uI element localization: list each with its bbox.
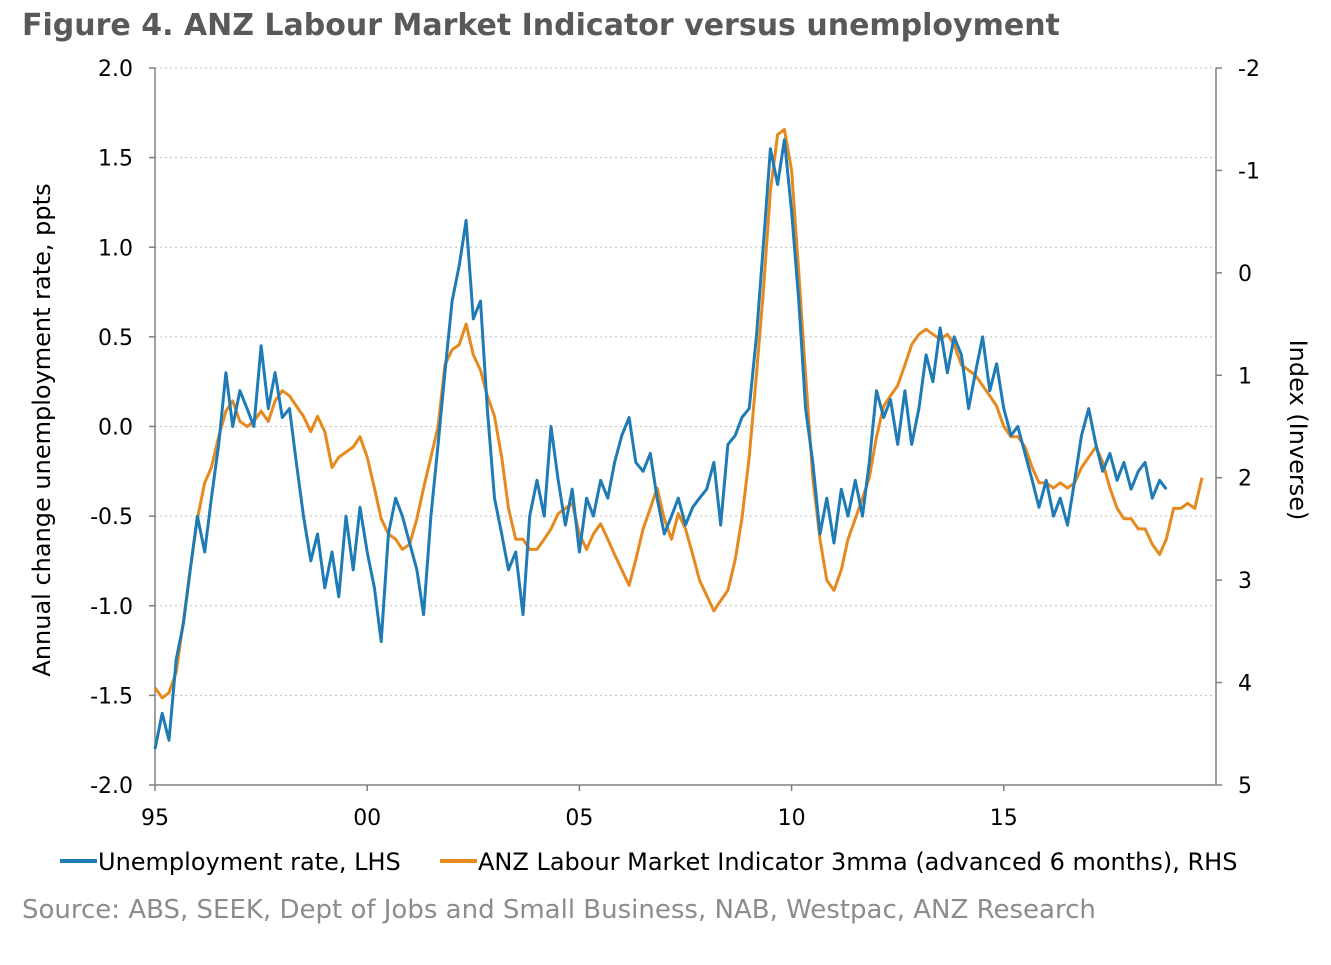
left-tick-label: 0.0 [98, 416, 133, 441]
series-line-unemployment [153, 138, 1168, 750]
chart-title: Figure 4. ANZ Labour Market Indicator ve… [22, 8, 1060, 43]
x-tick-label: 95 [141, 806, 169, 831]
right-tick-label: 5 [1238, 774, 1252, 799]
right-tick-label: 1 [1238, 364, 1252, 389]
gridlines [155, 67, 1216, 696]
x-tick-label: 15 [990, 806, 1018, 831]
x-tick-label: 00 [353, 806, 381, 831]
right-tick-label: 3 [1238, 569, 1252, 594]
left-tick-label: -1.5 [90, 684, 133, 709]
left-tick-label: 2.0 [98, 57, 133, 82]
x-tick-label: 10 [778, 806, 806, 831]
left-tick-label: -0.5 [90, 505, 133, 530]
left-axis-ticks: 2.0 1.5 1.0 0.5 0.0 -0.5 -1.0 -1.5 -2.0 [90, 57, 155, 799]
right-axis-title: Index (Inverse) [1284, 340, 1312, 521]
right-tick-label: 4 [1238, 672, 1252, 697]
x-tick-label: 05 [565, 806, 593, 831]
left-axis-title: Annual change unemployment rate, ppts [28, 183, 56, 676]
right-tick-label: -2 [1238, 57, 1260, 82]
legend-label-unemployment: Unemployment rate, LHS [98, 848, 401, 876]
series-layer [153, 128, 1204, 750]
legend-label-anz: ANZ Labour Market Indicator 3mma (advanc… [478, 848, 1237, 876]
series-line-anz [153, 128, 1204, 700]
legend: Unemployment rate, LHS ANZ Labour Market… [60, 848, 1237, 876]
left-tick-label: -2.0 [90, 774, 133, 799]
right-tick-label: -1 [1238, 159, 1260, 184]
left-tick-label: 1.0 [98, 236, 133, 261]
right-axis-ticks: -2 -1 0 1 2 3 4 5 [1216, 57, 1260, 799]
left-tick-label: 0.5 [98, 326, 133, 351]
left-tick-label: 1.5 [98, 147, 133, 172]
x-axis-ticks: 95 00 05 10 15 [141, 785, 1018, 831]
right-tick-label: 2 [1238, 467, 1252, 492]
source-note: Source: ABS, SEEK, Dept of Jobs and Smal… [22, 895, 1096, 925]
right-tick-label: 0 [1238, 262, 1252, 287]
left-tick-label: -1.0 [90, 595, 133, 620]
